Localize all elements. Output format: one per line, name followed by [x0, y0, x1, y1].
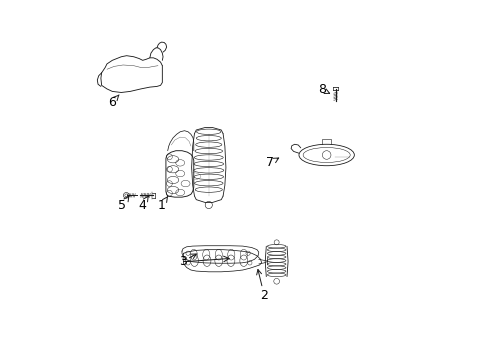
Text: 8: 8: [318, 84, 329, 96]
Text: 4: 4: [138, 196, 148, 212]
Text: 1: 1: [157, 197, 167, 212]
Text: 7: 7: [265, 156, 278, 169]
Text: 3: 3: [179, 254, 196, 268]
Text: 2: 2: [256, 270, 267, 302]
Text: 6: 6: [108, 95, 119, 109]
Text: 5: 5: [118, 196, 129, 212]
